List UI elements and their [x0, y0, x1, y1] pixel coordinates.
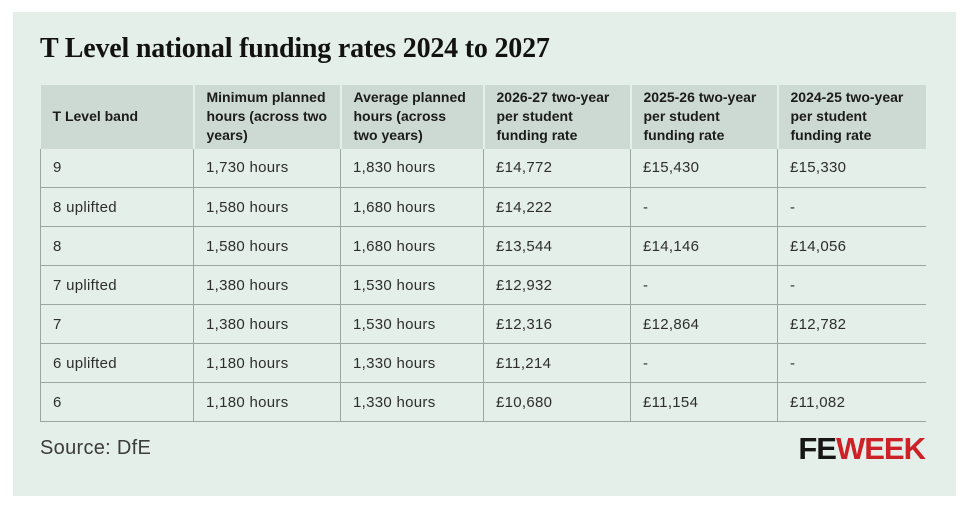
table-row: 6 1,180 hours 1,330 hours £10,680 £11,154 £11… [40, 382, 926, 423]
table-cell: 6 [40, 382, 194, 423]
table-cell: 1,330 hours [340, 343, 484, 383]
table-cell: 1,830 hours [340, 148, 484, 188]
table-cell: £11,214 [483, 343, 631, 383]
table-cell: £12,316 [483, 304, 631, 344]
table-row: 9 1,730 hours 1,830 hours £14,772 £15,430 £15… [40, 148, 926, 188]
table-cell: £12,932 [483, 265, 631, 305]
table-cell: 1,380 hours [193, 265, 341, 305]
column-header: Average planned hours (across two years) [339, 84, 484, 149]
table-row: 7 uplifted 1,380 hours 1,530 hours £12,932-… [40, 265, 926, 305]
logo-fe-text: FE [798, 431, 837, 467]
table-cell: 9 [40, 148, 194, 188]
table-cell: £14,146 [630, 226, 778, 266]
footer: Source: DfE FEWEEK [40, 431, 926, 467]
column-header: 2025-26 two-year per student funding rat… [629, 84, 778, 149]
table-cell: 1,530 hours [340, 265, 484, 305]
table-cell: £12,782 [777, 304, 926, 344]
table-row: 8 1,580 hours 1,680 hours £13,544 £14,146 £14… [40, 226, 926, 266]
table-cell: 7 uplifted [40, 265, 194, 305]
column-header: 2024-25 two-year per student funding rat… [776, 84, 926, 149]
table-body: 9 1,730 hours 1,830 hours £14,772 £15,430 £15… [40, 148, 926, 423]
table-cell: £11,082 [777, 382, 926, 423]
table-cell: 1,730 hours [193, 148, 341, 188]
table-cell: 1,530 hours [340, 304, 484, 344]
table-cell: - [777, 265, 926, 305]
header-row: T Level band Minimum planned hours (acros… [40, 84, 926, 149]
table-cell: 8 [40, 226, 194, 266]
table-cell: 1,330 hours [340, 382, 484, 423]
source-note: Source: DfE [40, 437, 152, 460]
table-cell: - [630, 187, 778, 227]
table-cell: £14,056 [777, 226, 926, 266]
table-cell: £13,544 [483, 226, 631, 266]
table-cell: 1,680 hours [340, 187, 484, 227]
column-header: 2026-27 two-year per student funding rat… [482, 84, 631, 149]
infographic-card: T Level national funding rates 2024 to 2… [13, 12, 956, 496]
table-cell: 1,380 hours [193, 304, 341, 344]
table-header: T Level band Minimum planned hours (acros… [40, 84, 926, 149]
table-row: 7 1,380 hours 1,530 hours £12,316 £12,864 £12… [40, 304, 926, 344]
funding-rates-table: T Level band Minimum planned hours (acros… [40, 84, 926, 423]
table-cell: - [630, 343, 778, 383]
table-cell: 1,180 hours [193, 343, 341, 383]
table-cell: 1,680 hours [340, 226, 484, 266]
table-row: 6 uplifted 1,180 hours 1,330 hours £11,214-… [40, 343, 926, 383]
column-header: T Level band [40, 84, 194, 149]
table-cell: 1,580 hours [193, 187, 341, 227]
table-cell: 7 [40, 304, 194, 344]
feweek-logo: FEWEEK [798, 431, 926, 467]
column-header: Minimum planned hours (across two years) [192, 84, 341, 149]
table-cell: 1,580 hours [193, 226, 341, 266]
table-cell: 6 uplifted [40, 343, 194, 383]
table-cell: £10,680 [483, 382, 631, 423]
table-cell: £14,772 [483, 148, 631, 188]
page-title: T Level national funding rates 2024 to 2… [40, 33, 550, 64]
table-cell: £14,222 [483, 187, 631, 227]
logo-week-text: WEEK [836, 431, 926, 467]
table-cell: - [777, 187, 926, 227]
table-cell: 8 uplifted [40, 187, 194, 227]
table-cell: £12,864 [630, 304, 778, 344]
table-cell: £15,330 [790, 159, 847, 177]
table-row: 8 uplifted 1,580 hours 1,680 hours £14,222-… [40, 187, 926, 227]
table-cell: £15,430 [630, 148, 778, 188]
table-cell: - [777, 343, 926, 383]
table-cell: - [630, 265, 778, 305]
table-cell: £11,154 [630, 382, 778, 423]
table-cell: 1,180 hours [193, 382, 341, 423]
